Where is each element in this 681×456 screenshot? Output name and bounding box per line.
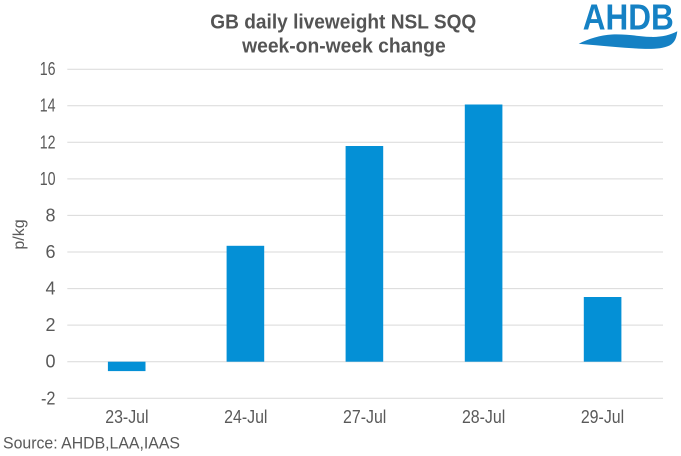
svg-text:27-Jul: 27-Jul [343, 407, 386, 427]
svg-text:p/kg: p/kg [11, 219, 28, 249]
svg-text:4: 4 [45, 279, 55, 299]
svg-text:AHDB: AHDB [583, 0, 674, 37]
svg-text:week-on-week change: week-on-week change [241, 36, 446, 58]
svg-text:16: 16 [40, 59, 56, 79]
svg-text:-2: -2 [41, 388, 56, 408]
svg-text:GB daily liveweight NSL SQQ: GB daily liveweight NSL SQQ [210, 12, 476, 34]
svg-text:28-Jul: 28-Jul [462, 407, 505, 427]
svg-text:29-Jul: 29-Jul [581, 407, 624, 427]
svg-text:24-Jul: 24-Jul [224, 407, 267, 427]
svg-text:Source: AHDB,LAA,IAAS: Source: AHDB,LAA,IAAS [3, 433, 180, 452]
svg-text:12: 12 [40, 132, 56, 152]
svg-text:2: 2 [45, 315, 55, 335]
svg-text:6: 6 [45, 242, 55, 262]
svg-text:14: 14 [40, 96, 56, 116]
svg-text:23-Jul: 23-Jul [105, 407, 148, 427]
svg-text:0: 0 [45, 352, 55, 372]
svg-text:10: 10 [40, 169, 56, 189]
svg-text:8: 8 [45, 205, 55, 225]
